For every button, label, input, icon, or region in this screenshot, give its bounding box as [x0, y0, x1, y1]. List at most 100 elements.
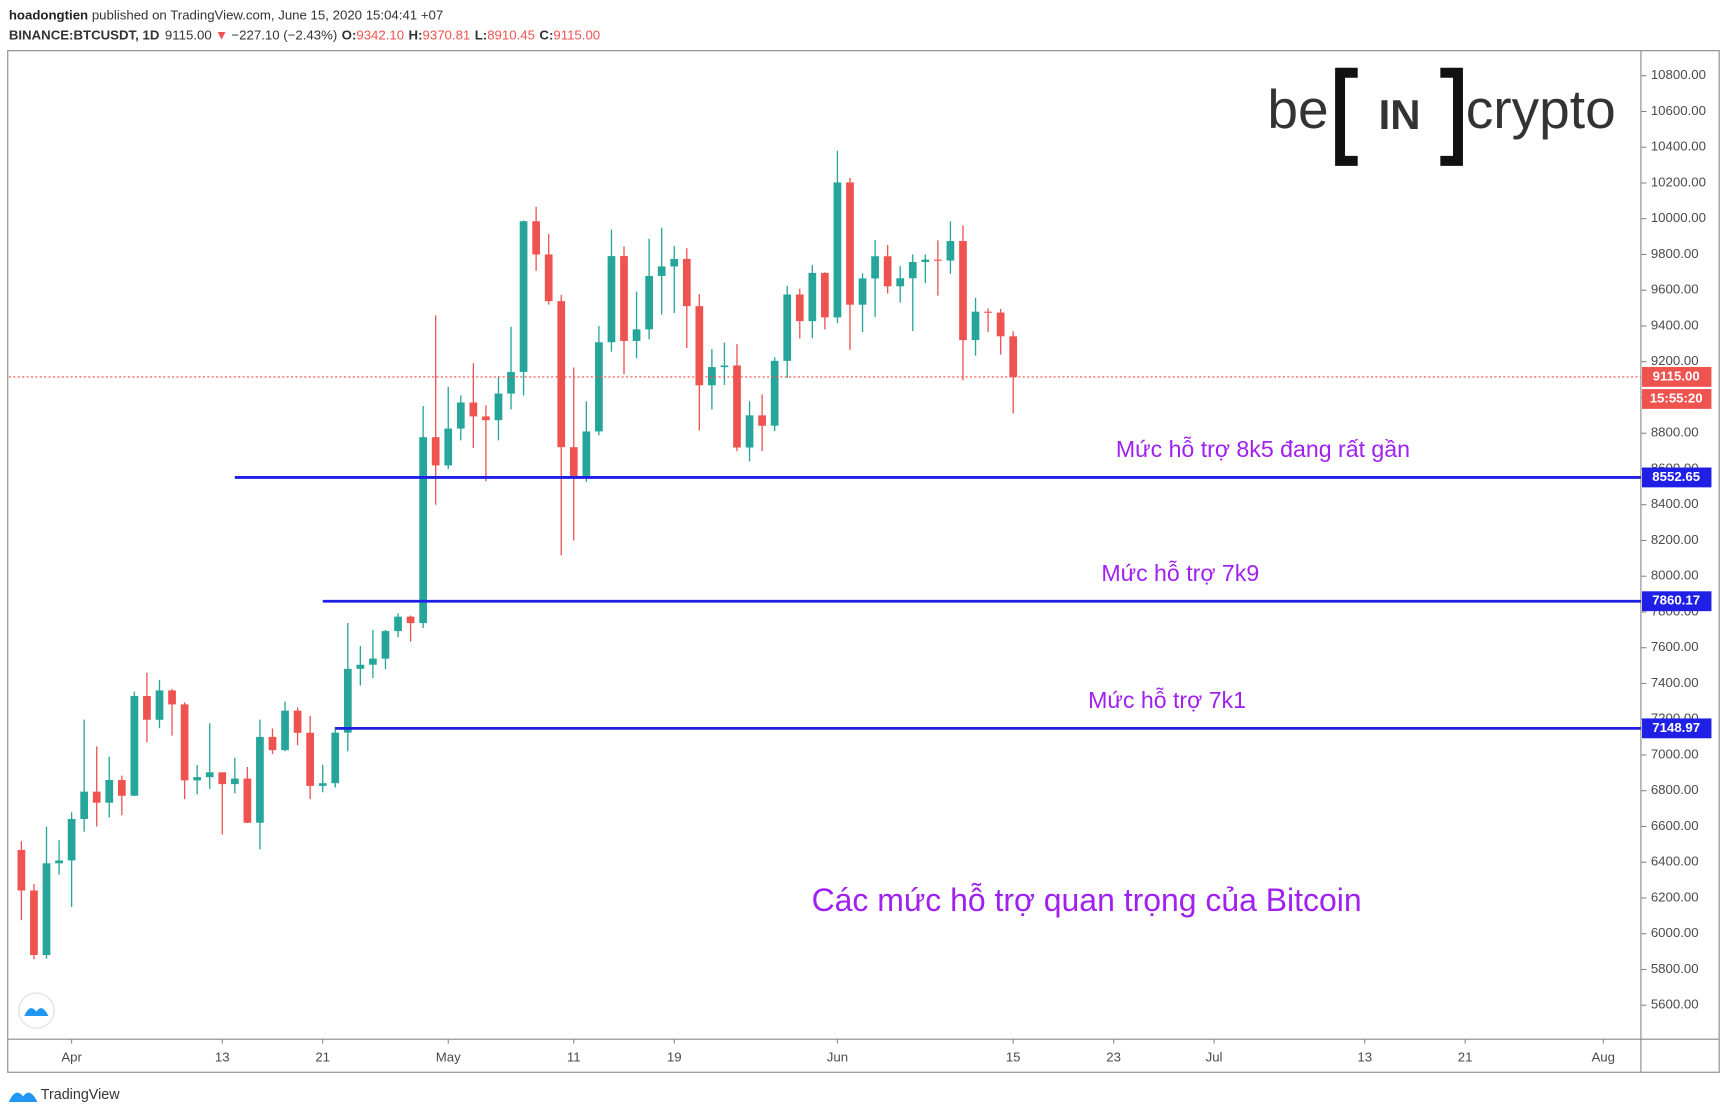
x-tick-label: Aug — [1591, 1049, 1615, 1064]
candle-body — [833, 182, 842, 318]
candle-body — [883, 256, 892, 287]
candle-body — [55, 860, 63, 864]
candle-body — [670, 258, 679, 267]
candle-body — [582, 431, 591, 476]
support-text: Mức hỗ trợ 8k5 đang rất gần — [1116, 436, 1410, 462]
candle-body — [369, 658, 377, 665]
candle-body — [180, 704, 189, 781]
candle-body — [30, 890, 38, 956]
logo-text: be — [1267, 78, 1328, 140]
candle-body — [356, 664, 365, 669]
y-tick-label: 10600.00 — [1651, 103, 1706, 118]
candle-body — [343, 668, 352, 733]
author: hoadongtien — [9, 7, 88, 22]
x-tick-label: Jul — [1206, 1049, 1223, 1064]
candle-body — [532, 221, 540, 255]
ohlc-key: O: — [342, 27, 357, 42]
x-tick-label: 13 — [1357, 1049, 1372, 1064]
y-tick-label: 10800.00 — [1651, 67, 1706, 82]
y-tick-label: 6400.00 — [1651, 854, 1699, 869]
ohlc-key: H: — [409, 27, 423, 42]
y-tick-label: 7000.00 — [1651, 746, 1699, 761]
candle-body — [394, 616, 402, 632]
x-tick-label: 23 — [1106, 1049, 1121, 1064]
candle-body — [331, 732, 340, 784]
chart-frame — [7, 50, 1720, 1073]
candle-body — [821, 272, 829, 318]
candle-body — [218, 772, 227, 785]
ohlc-value: 8910.45 — [487, 27, 535, 42]
y-tick-label: 6200.00 — [1651, 889, 1699, 904]
support-text: Mức hỗ trợ 7k9 — [1101, 560, 1259, 586]
y-tick-label: 9200.00 — [1651, 353, 1699, 368]
y-tick-label: 6800.00 — [1651, 782, 1699, 797]
y-tick-label: 6600.00 — [1651, 818, 1699, 833]
candle-body — [92, 791, 101, 803]
candle-body — [657, 266, 666, 276]
candle-body — [155, 690, 164, 720]
y-tick-label: 9800.00 — [1651, 246, 1699, 261]
candle-body — [595, 342, 603, 432]
change-arrow: ▼ — [215, 27, 228, 42]
ohlc-value: 9115.00 — [553, 27, 600, 42]
logo-text: crypto — [1466, 78, 1616, 140]
candle-body — [143, 695, 151, 720]
y-tick-label: 10400.00 — [1651, 139, 1706, 154]
published: published on TradingView.com, June 15, 2… — [88, 7, 443, 22]
candle-body — [632, 329, 641, 341]
candle-body — [971, 311, 980, 341]
candle-body — [996, 312, 1005, 337]
logo: be IN crypto — [1267, 67, 1616, 166]
candle-body — [42, 863, 51, 956]
candle-body — [758, 415, 766, 426]
footer-brand: TradingView — [41, 1087, 120, 1103]
symbol-line: BINANCE:BTCUSDT, 1D 9115.00 ▼ −227.10 (−2.4… — [9, 27, 600, 42]
y-tick-label: 5600.00 — [1651, 997, 1699, 1012]
candle-body — [482, 416, 490, 421]
candle-body — [293, 710, 302, 733]
candle-body — [544, 254, 553, 302]
candle-body — [858, 278, 867, 305]
x-tick-label: 13 — [215, 1049, 230, 1064]
y-tick-label: 9600.00 — [1651, 282, 1699, 297]
footer-icon — [8, 1092, 38, 1103]
x-tick-label: 21 — [1458, 1049, 1473, 1064]
x-tick-label: Apr — [61, 1049, 82, 1064]
support-label: 7148.97 — [1652, 720, 1700, 735]
header-line: hoadongtien published on TradingView.com… — [9, 7, 443, 22]
x-tick-label: 21 — [315, 1049, 330, 1064]
candle-body — [406, 616, 415, 624]
logo-text: IN — [1379, 91, 1421, 138]
candle-body — [620, 256, 628, 341]
candle-body — [695, 306, 704, 386]
candle-body — [17, 849, 26, 891]
symbol-change: −227.10 (−2.43%) — [231, 27, 337, 42]
candle-body — [230, 778, 239, 785]
tv-badge-icon — [24, 1008, 49, 1017]
candle-body — [745, 415, 754, 448]
x-tick-label: 11 — [567, 1049, 581, 1064]
candle-body — [67, 818, 76, 861]
x-tick-label: May — [436, 1049, 461, 1064]
candle-body — [431, 437, 440, 466]
candle-body — [645, 275, 653, 330]
y-tick-label: 7400.00 — [1651, 675, 1699, 690]
annotation: Các mức hỗ trợ quan trọng của Bitcoin — [812, 882, 1362, 918]
support-label: 8552.65 — [1652, 469, 1700, 484]
candle-body — [720, 365, 729, 368]
candle-body — [205, 772, 214, 778]
candle-body — [268, 736, 277, 751]
candle-body — [256, 736, 264, 823]
y-tick-label: 7600.00 — [1651, 639, 1699, 654]
candle-body — [959, 241, 967, 341]
candle-body — [569, 447, 578, 476]
logo-bracket — [1335, 67, 1358, 166]
candle-body — [318, 783, 327, 786]
candle-body — [783, 294, 792, 361]
price-timer: 15:55:20 — [1650, 390, 1703, 405]
candle-body — [808, 272, 817, 322]
candle-body — [908, 261, 917, 279]
candle-body — [871, 256, 879, 279]
